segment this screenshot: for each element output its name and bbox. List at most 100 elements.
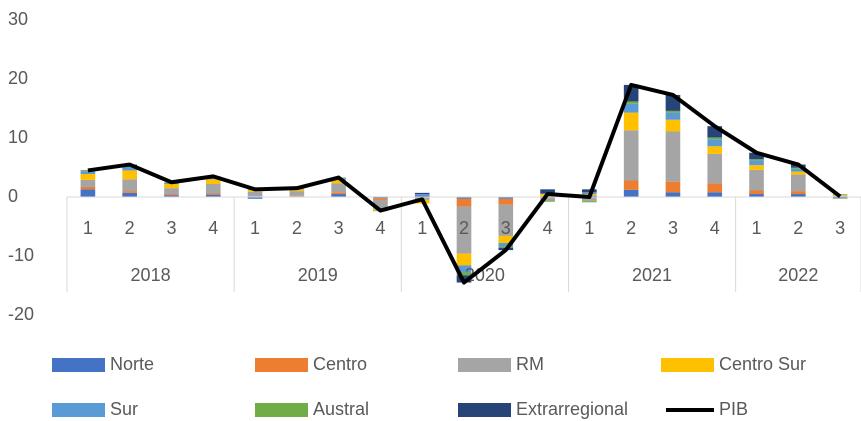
bar-segment [749,152,764,160]
legend-label: Norte [110,354,154,374]
bar-segment [749,190,764,195]
bar-segment [623,112,639,131]
bar-segment [498,197,514,199]
legend-swatch [458,358,511,372]
bar-segment [205,184,221,194]
bar-segment [665,131,681,182]
x-tick-label: 3 [334,218,344,238]
x-tick-label: 1 [83,218,93,238]
bar-segment [749,160,764,166]
bar-segment [122,179,137,192]
bar-segment [289,189,305,192]
bar-segment [791,167,806,169]
x-tick-label: 2 [626,218,636,238]
bar-segment [582,189,597,193]
bar-segment [582,201,597,203]
group-label: 2020 [465,265,505,285]
bar-segment [498,204,514,236]
legend-swatch [255,403,308,417]
bar-segment [122,192,137,197]
bar-segment [707,153,723,184]
bar-segment [331,179,346,184]
bar-segment [205,179,221,185]
x-tick-label: 2 [459,218,469,238]
bar-segment [582,197,597,202]
x-tick-label: 4 [375,218,385,238]
bar-segment [247,191,263,197]
bar-segment [289,195,305,197]
bar-segment [791,191,806,195]
bar-segment [791,168,806,172]
bar-segment [791,174,806,192]
bar-segment [122,170,137,180]
bar-segment [373,199,388,209]
x-tick-label: 3 [166,218,176,238]
bar-segment [414,195,430,197]
y-tick-label: 10 [8,127,28,147]
bar-segment [373,197,388,199]
bar-segment [540,200,555,202]
bar-segment [80,171,96,174]
bar-segment [164,184,179,189]
bar-segment [498,235,514,244]
bar-segment [164,195,179,197]
bar-segment [164,194,179,196]
bar-segment [749,159,764,161]
bar-segment [623,101,639,104]
bar-segment [498,198,514,205]
y-tick-label: -10 [8,245,34,265]
bar-segment [707,139,723,147]
bar-segment [414,194,430,196]
bar-segment [289,191,305,196]
y-tick-label: 0 [8,186,18,206]
legend-label: Austral [313,399,369,419]
bar-segment [707,137,723,140]
x-tick-label: 2 [125,218,135,238]
bar-segment [456,253,472,266]
legend-swatch [458,403,511,417]
bar-segment [623,103,639,113]
bar-segment [832,197,848,199]
bar-segment [791,171,806,175]
bar-segment [373,198,388,200]
x-tick-label: 3 [668,218,678,238]
bar-segment [456,206,472,254]
legend-label: PIB [719,399,748,419]
bar-segment [707,192,723,197]
bar-segment [80,173,96,180]
bar-segment [247,197,263,199]
bar-segment [331,194,346,197]
legend-label: Centro Sur [719,354,806,374]
x-tick-label: 4 [208,218,218,238]
x-tick-label: 4 [543,218,553,238]
bar-segment [498,243,514,247]
x-tick-label: 3 [835,218,845,238]
x-tick-label: 2 [292,218,302,238]
y-tick-label: 20 [8,68,28,88]
x-tick-label: 1 [417,218,427,238]
bar-segment [665,110,681,113]
bar-segment [707,146,723,154]
bar-segment [80,170,96,172]
bar-segment [623,189,639,197]
bar-segment [122,166,137,171]
legend-swatch [52,403,105,417]
y-tick-label: 30 [8,9,28,29]
legend-label: Centro [313,354,367,374]
bar-segment [665,192,681,197]
bar-segment [749,165,764,170]
x-tick-label: 2 [793,218,803,238]
bar-segment [665,112,681,120]
bar-segment [623,180,639,190]
bar-segment [665,181,681,193]
bar-segment [832,198,848,199]
legend-label: Extrarregional [516,399,628,419]
y-tick-label: -20 [8,304,34,324]
legend-swatch [52,358,105,372]
bar-segment [456,272,472,276]
bar-segment [456,265,472,273]
bar-segment [749,169,764,191]
bar-segment [540,189,555,194]
bar-segment [414,192,430,195]
